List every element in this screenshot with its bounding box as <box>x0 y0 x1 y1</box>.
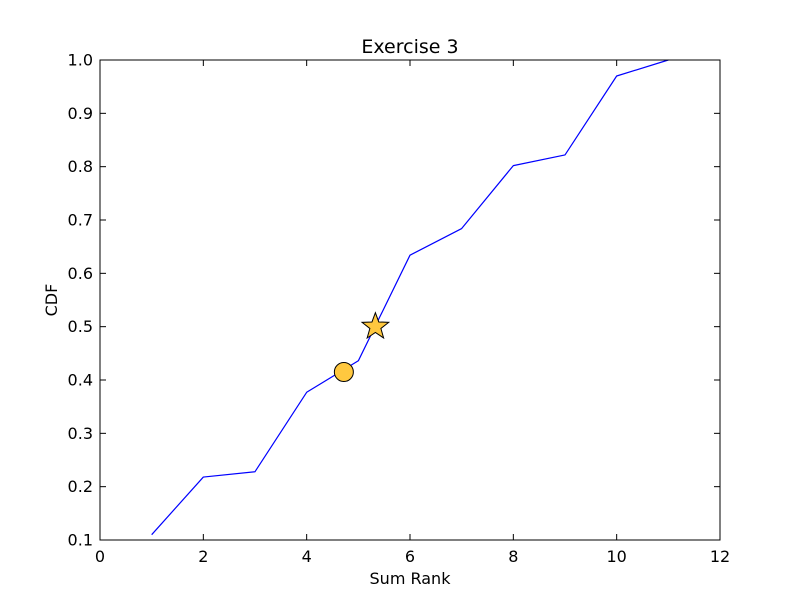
y-tick-label: 0.1 <box>68 531 93 550</box>
y-tick-label: 0.6 <box>68 264 93 283</box>
chart-title: Exercise 3 <box>361 36 458 58</box>
x-tick-label: 0 <box>95 547 105 566</box>
plot-layer <box>151 59 669 536</box>
circle-marker <box>333 362 354 382</box>
y-tick-label: 0.4 <box>68 371 93 390</box>
y-tick-label: 0.9 <box>68 104 93 123</box>
tick-layer: 0 2 4 6 8 10 12 0.1 0.2 0.3 0.4 0.5 0.6 0.7 0.8 0.9 1.0 <box>68 51 731 567</box>
x-axis-label: Sum Rank <box>370 569 452 588</box>
y-tick-label: 0.2 <box>68 477 93 496</box>
y-tick-label: 0.7 <box>68 211 93 230</box>
y-tick-label: 0.5 <box>68 317 93 336</box>
y-tick-label: 1.0 <box>68 51 93 70</box>
x-tick-label: 6 <box>405 547 415 566</box>
series-line-0 <box>151 59 669 536</box>
x-tick-label: 10 <box>606 547 626 566</box>
x-tick-label: 8 <box>508 547 518 566</box>
y-tick-label: 0.3 <box>68 424 93 443</box>
star-marker <box>360 311 391 340</box>
x-tick-label: 12 <box>710 547 730 566</box>
x-tick-label: 4 <box>302 547 312 566</box>
x-tick-label: 2 <box>198 547 208 566</box>
y-tick-label: 0.8 <box>68 157 93 176</box>
y-axis-label: CDF <box>42 284 61 317</box>
